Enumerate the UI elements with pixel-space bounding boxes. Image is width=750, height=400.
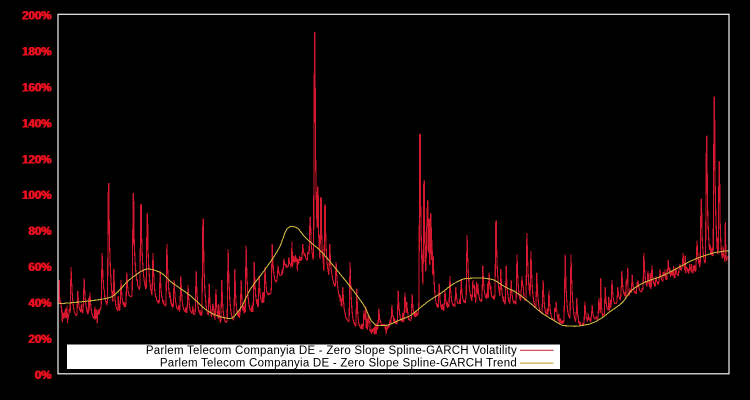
svg-text:140%: 140% <box>23 118 52 130</box>
svg-text:0%: 0% <box>34 370 51 382</box>
svg-text:160%: 160% <box>22 82 51 94</box>
svg-text:80%: 80% <box>29 226 52 238</box>
svg-text:200%: 200% <box>22 11 51 23</box>
svg-text:60%: 60% <box>29 262 52 274</box>
svg-text:Parlem Telecom Companyia DE -: Parlem Telecom Companyia DE - Zero Slope… <box>160 358 517 370</box>
svg-text:180%: 180% <box>22 47 51 59</box>
svg-text:40%: 40% <box>28 298 51 310</box>
svg-text:120%: 120% <box>23 154 52 166</box>
svg-text:140%: 140% <box>22 118 51 130</box>
svg-text:200%: 200% <box>23 11 52 23</box>
svg-text:100%: 100% <box>23 190 52 202</box>
svg-text:180%: 180% <box>23 47 52 59</box>
svg-text:20%: 20% <box>28 334 51 346</box>
svg-text:40%: 40% <box>29 298 52 310</box>
svg-text:20%: 20% <box>29 334 52 346</box>
svg-text:80%: 80% <box>28 226 51 238</box>
svg-text:160%: 160% <box>23 82 52 94</box>
svg-text:120%: 120% <box>22 154 51 166</box>
svg-text:Parlem Telecom Companyia DE -: Parlem Telecom Companyia DE - Zero Slope… <box>146 345 517 357</box>
svg-text:60%: 60% <box>28 262 51 274</box>
svg-text:100%: 100% <box>22 190 51 202</box>
svg-text:0%: 0% <box>35 370 52 382</box>
